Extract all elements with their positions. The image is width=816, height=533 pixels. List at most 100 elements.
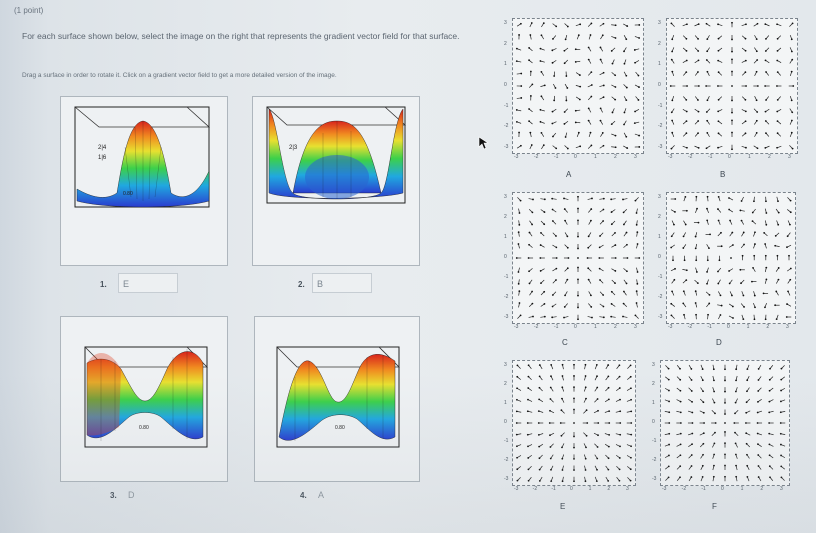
vector-arrow-head bbox=[517, 243, 520, 245]
vector-arrow-head bbox=[764, 85, 767, 87]
vector-arrow-head bbox=[539, 60, 542, 62]
vector-arrow-head bbox=[706, 195, 709, 198]
vector-arrow-head bbox=[690, 390, 693, 392]
vector-arrow-head bbox=[540, 95, 543, 98]
vector-arrow-head bbox=[702, 390, 704, 393]
y-tick-label: -3 bbox=[504, 476, 509, 482]
y-tick-label: -2 bbox=[658, 294, 663, 300]
vector-arrow-head bbox=[573, 363, 575, 366]
vector-arrow-head bbox=[670, 147, 673, 150]
vector-field-c[interactable] bbox=[512, 192, 644, 324]
surface-2-plot[interactable]: 2|3 bbox=[253, 97, 419, 265]
surface-1-panel[interactable]: 2|4 1|6 0.80 bbox=[60, 96, 228, 266]
surface-2-panel[interactable]: 2|3 bbox=[252, 96, 420, 266]
vector-arrow-head bbox=[682, 302, 685, 305]
vector-arrow-head bbox=[673, 278, 676, 281]
vector-arrow-head bbox=[717, 37, 720, 40]
vector-arrow-head bbox=[765, 132, 767, 134]
vector-arrow-head bbox=[746, 368, 749, 370]
vector-arrow-head bbox=[630, 422, 633, 424]
vector-arrow-head bbox=[587, 46, 590, 49]
vector-arrow-head bbox=[634, 199, 637, 202]
vector-field-b[interactable] bbox=[666, 18, 798, 154]
surface-4-plot[interactable]: 0.80 bbox=[255, 317, 419, 481]
vector-arrow-head bbox=[543, 303, 546, 305]
vector-arrow-head bbox=[757, 454, 760, 456]
vector-arrow-head bbox=[584, 375, 587, 377]
vector-arrow-head bbox=[744, 71, 747, 74]
vector-arrow-head bbox=[671, 99, 674, 102]
vector-field-f[interactable] bbox=[660, 360, 790, 486]
vector-arrow-head bbox=[743, 306, 745, 308]
vector-arrow-head bbox=[744, 110, 747, 113]
vector-arrow-head bbox=[745, 442, 748, 445]
surface-3-panel[interactable]: 0.80 bbox=[60, 316, 228, 482]
y-tick-label: 1 bbox=[658, 234, 661, 240]
vector-arrow-head bbox=[697, 120, 700, 122]
vector-arrow-head bbox=[765, 38, 767, 40]
vector-arrow-head bbox=[757, 390, 760, 392]
answer-1-field[interactable]: E bbox=[118, 273, 178, 293]
answer-2-field[interactable]: B bbox=[312, 273, 372, 293]
vector-arrow-head bbox=[623, 223, 625, 226]
surface-4-panel[interactable]: 0.80 bbox=[254, 316, 420, 482]
surface-3-plot[interactable]: 0.80 bbox=[61, 317, 227, 481]
vector-arrow-head bbox=[713, 401, 716, 404]
y-tick-label: -3 bbox=[504, 314, 509, 320]
x-tick-label: 2 bbox=[614, 324, 617, 330]
vector-arrow-head bbox=[746, 464, 749, 467]
y-tick-label: 3 bbox=[504, 20, 507, 26]
surface-1-plot[interactable]: 2|4 1|6 0.80 bbox=[61, 97, 227, 265]
vector-arrow-head bbox=[713, 453, 716, 456]
vector-arrow-head bbox=[790, 119, 793, 122]
vector-field-f-arrows bbox=[664, 364, 786, 482]
vector-arrow-head bbox=[539, 47, 542, 50]
answer-3-field[interactable]: D bbox=[128, 490, 135, 500]
vector-arrow-head bbox=[528, 47, 530, 49]
vector-arrow-head bbox=[679, 443, 682, 446]
vector-arrow-head bbox=[549, 446, 552, 448]
vector-arrow-head bbox=[550, 468, 552, 471]
vector-arrow-head bbox=[780, 389, 782, 392]
vector-arrow-head bbox=[671, 290, 673, 293]
vector-arrow-head bbox=[755, 38, 758, 41]
vector-arrow-head bbox=[614, 146, 617, 149]
vector-arrow-head bbox=[728, 197, 730, 199]
vector-field-a[interactable] bbox=[512, 18, 644, 154]
vector-arrow-head bbox=[634, 110, 636, 113]
vector-arrow-head bbox=[756, 22, 759, 25]
vector-arrow-head bbox=[614, 24, 617, 27]
vector-arrow-head bbox=[578, 74, 581, 76]
vector-arrow-head bbox=[619, 398, 621, 401]
vector-arrow-head bbox=[589, 131, 592, 134]
vector-arrow-head bbox=[776, 49, 779, 52]
vector-arrow-head bbox=[679, 465, 682, 468]
vector-arrow-head bbox=[669, 85, 672, 87]
vector-arrow-head bbox=[776, 254, 779, 257]
vector-arrow-head bbox=[625, 99, 628, 102]
vector-arrow-head bbox=[629, 479, 632, 482]
vector-arrow-head bbox=[670, 22, 673, 25]
vector-arrow-head bbox=[614, 282, 616, 285]
y-tick-label: 0 bbox=[504, 82, 507, 88]
vector-arrow-head bbox=[786, 303, 788, 305]
vector-arrow-head bbox=[768, 454, 771, 457]
vector-arrow-head bbox=[540, 231, 542, 234]
vector-field-d[interactable] bbox=[666, 192, 796, 324]
vector-arrow-head bbox=[728, 270, 730, 272]
answer-4-field[interactable]: A bbox=[318, 490, 325, 500]
vector-arrow-head bbox=[526, 433, 529, 436]
vector-arrow-head bbox=[538, 445, 541, 448]
vector-field-e[interactable] bbox=[512, 360, 636, 486]
vector-arrow-head bbox=[527, 445, 529, 448]
y-tick-label: 3 bbox=[504, 362, 507, 368]
vector-arrow-head bbox=[742, 318, 745, 321]
vector-arrow-head bbox=[768, 389, 771, 392]
vector-arrow-head bbox=[703, 422, 705, 424]
vector-arrow-head bbox=[670, 302, 673, 305]
vector-arrow-head bbox=[573, 469, 575, 471]
vector-arrow-head bbox=[713, 464, 715, 467]
vector-arrow-head bbox=[792, 85, 795, 87]
vector-arrow-head bbox=[564, 219, 566, 222]
vector-arrow-head bbox=[563, 197, 565, 200]
